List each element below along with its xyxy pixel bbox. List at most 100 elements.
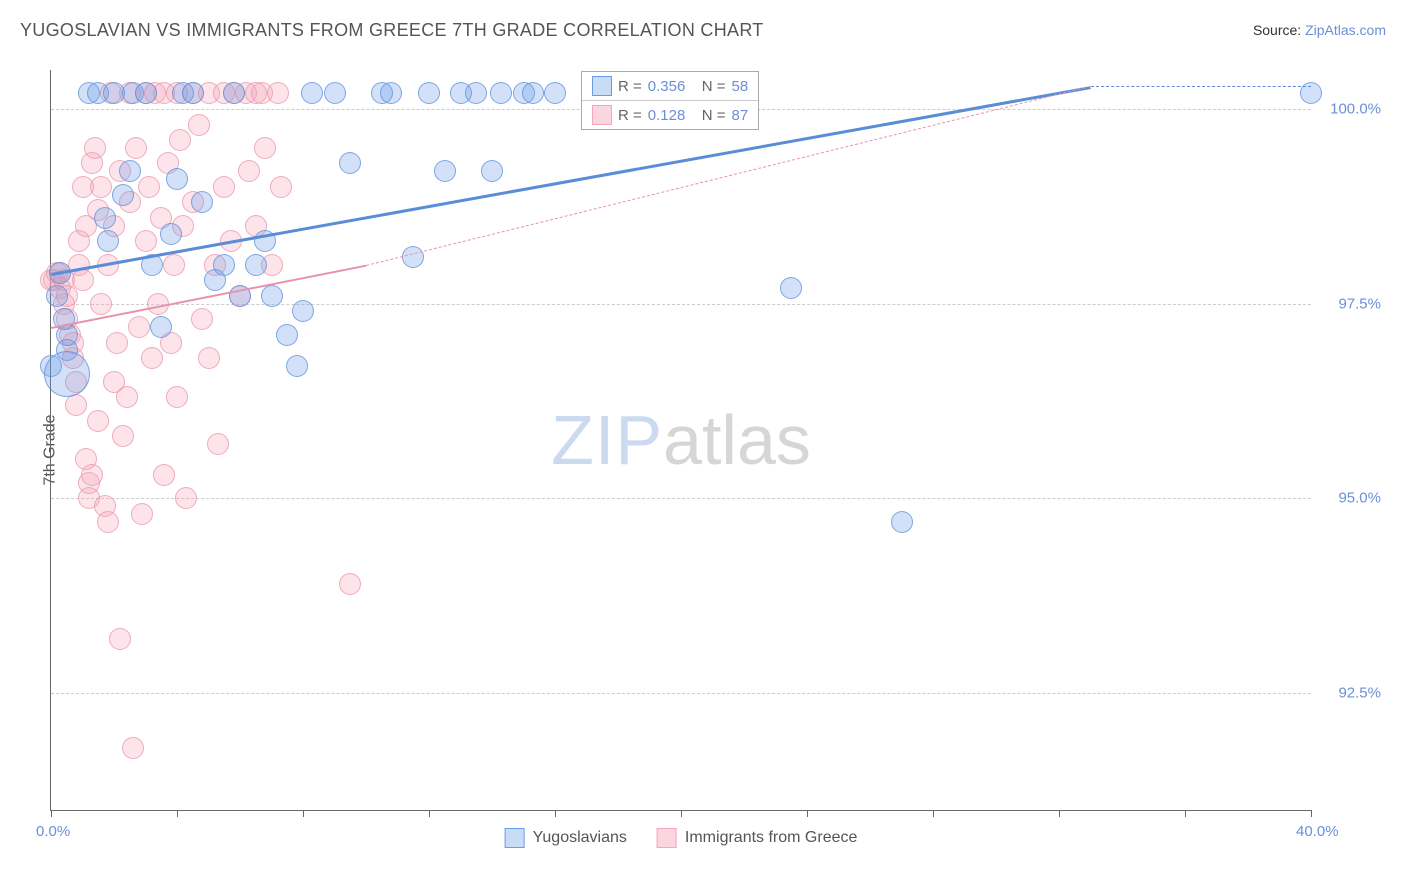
data-point (276, 324, 298, 346)
source-label: Source: (1253, 22, 1301, 38)
data-point (125, 137, 147, 159)
source-credit: Source: ZipAtlas.com (1253, 22, 1386, 38)
data-point (286, 355, 308, 377)
data-point (339, 152, 361, 174)
y-tick-label: 92.5% (1338, 685, 1381, 702)
data-point (131, 503, 153, 525)
data-point (81, 464, 103, 486)
data-point (169, 129, 191, 151)
data-point (150, 316, 172, 338)
y-tick-label: 100.0% (1330, 100, 1381, 117)
data-point (245, 254, 267, 276)
n-value: 58 (732, 78, 749, 95)
data-point (490, 82, 512, 104)
data-point (339, 573, 361, 595)
data-point (109, 628, 131, 650)
trend-line (51, 86, 1091, 276)
legend-swatch (592, 105, 612, 125)
data-point (166, 168, 188, 190)
data-point (213, 254, 235, 276)
stats-legend-row: R = 0.128 N = 87 (582, 101, 758, 129)
data-point (418, 82, 440, 104)
data-point (261, 285, 283, 307)
trend-line (1091, 86, 1312, 87)
y-tick-label: 95.0% (1338, 490, 1381, 507)
legend-label: Yugoslavians (533, 829, 627, 847)
x-tick (933, 810, 934, 817)
plot-region: ZIPatlas 92.5%95.0%97.5%100.0%0.0%40.0%R… (50, 70, 1311, 811)
data-point (301, 82, 323, 104)
data-point (44, 351, 90, 397)
data-point (106, 332, 128, 354)
x-tick (1059, 810, 1060, 817)
legend-swatch (505, 828, 525, 848)
stats-legend: R =0.356N =58R =0.128N =87 (581, 71, 759, 130)
data-point (119, 160, 141, 182)
legend-label: Immigrants from Greece (685, 829, 857, 847)
data-point (141, 347, 163, 369)
legend-swatch (657, 828, 677, 848)
data-point (213, 176, 235, 198)
data-point (522, 82, 544, 104)
watermark-a: ZIP (551, 401, 663, 479)
data-point (402, 246, 424, 268)
data-point (324, 82, 346, 104)
data-point (223, 82, 245, 104)
series-legend: Yugoslavians Immigrants from Greece (505, 828, 858, 848)
x-tick (51, 810, 52, 817)
source-link[interactable]: ZipAtlas.com (1305, 22, 1386, 38)
data-point (891, 511, 913, 533)
data-point (780, 277, 802, 299)
data-point (135, 82, 157, 104)
data-point (465, 82, 487, 104)
data-point (207, 433, 229, 455)
x-tick (177, 810, 178, 817)
data-point (188, 114, 210, 136)
gridline (51, 693, 1311, 694)
r-value: 0.128 (648, 107, 696, 124)
data-point (434, 160, 456, 182)
data-point (191, 191, 213, 213)
data-point (84, 137, 106, 159)
data-point (153, 464, 175, 486)
x-tick (807, 810, 808, 817)
x-tick-label: 0.0% (36, 823, 70, 840)
data-point (72, 269, 94, 291)
data-point (380, 82, 402, 104)
x-tick (1311, 810, 1312, 817)
x-tick (1185, 810, 1186, 817)
n-label: N = (702, 78, 726, 95)
r-label: R = (618, 107, 642, 124)
data-point (128, 316, 150, 338)
header: YUGOSLAVIAN VS IMMIGRANTS FROM GREECE 7T… (0, 0, 1406, 50)
n-value: 87 (732, 107, 749, 124)
data-point (270, 176, 292, 198)
chart-area: 7th Grade ZIPatlas 92.5%95.0%97.5%100.0%… (20, 50, 1386, 850)
data-point (135, 230, 157, 252)
data-point (116, 386, 138, 408)
data-point (90, 293, 112, 315)
watermark: ZIPatlas (551, 400, 811, 480)
r-label: R = (618, 78, 642, 95)
series-legend-item: Yugoslavians (505, 828, 627, 848)
data-point (97, 230, 119, 252)
data-point (87, 410, 109, 432)
data-point (94, 207, 116, 229)
n-label: N = (702, 107, 726, 124)
data-point (122, 737, 144, 759)
x-tick (303, 810, 304, 817)
stats-legend-row: R =0.356N =58 (582, 72, 758, 101)
legend-swatch (592, 76, 612, 96)
data-point (544, 82, 566, 104)
chart-title: YUGOSLAVIAN VS IMMIGRANTS FROM GREECE 7T… (20, 20, 764, 41)
data-point (198, 347, 220, 369)
data-point (182, 82, 204, 104)
data-point (166, 386, 188, 408)
data-point (90, 176, 112, 198)
data-point (481, 160, 503, 182)
data-point (112, 425, 134, 447)
x-tick (429, 810, 430, 817)
watermark-b: atlas (663, 401, 811, 479)
data-point (138, 176, 160, 198)
data-point (112, 184, 134, 206)
